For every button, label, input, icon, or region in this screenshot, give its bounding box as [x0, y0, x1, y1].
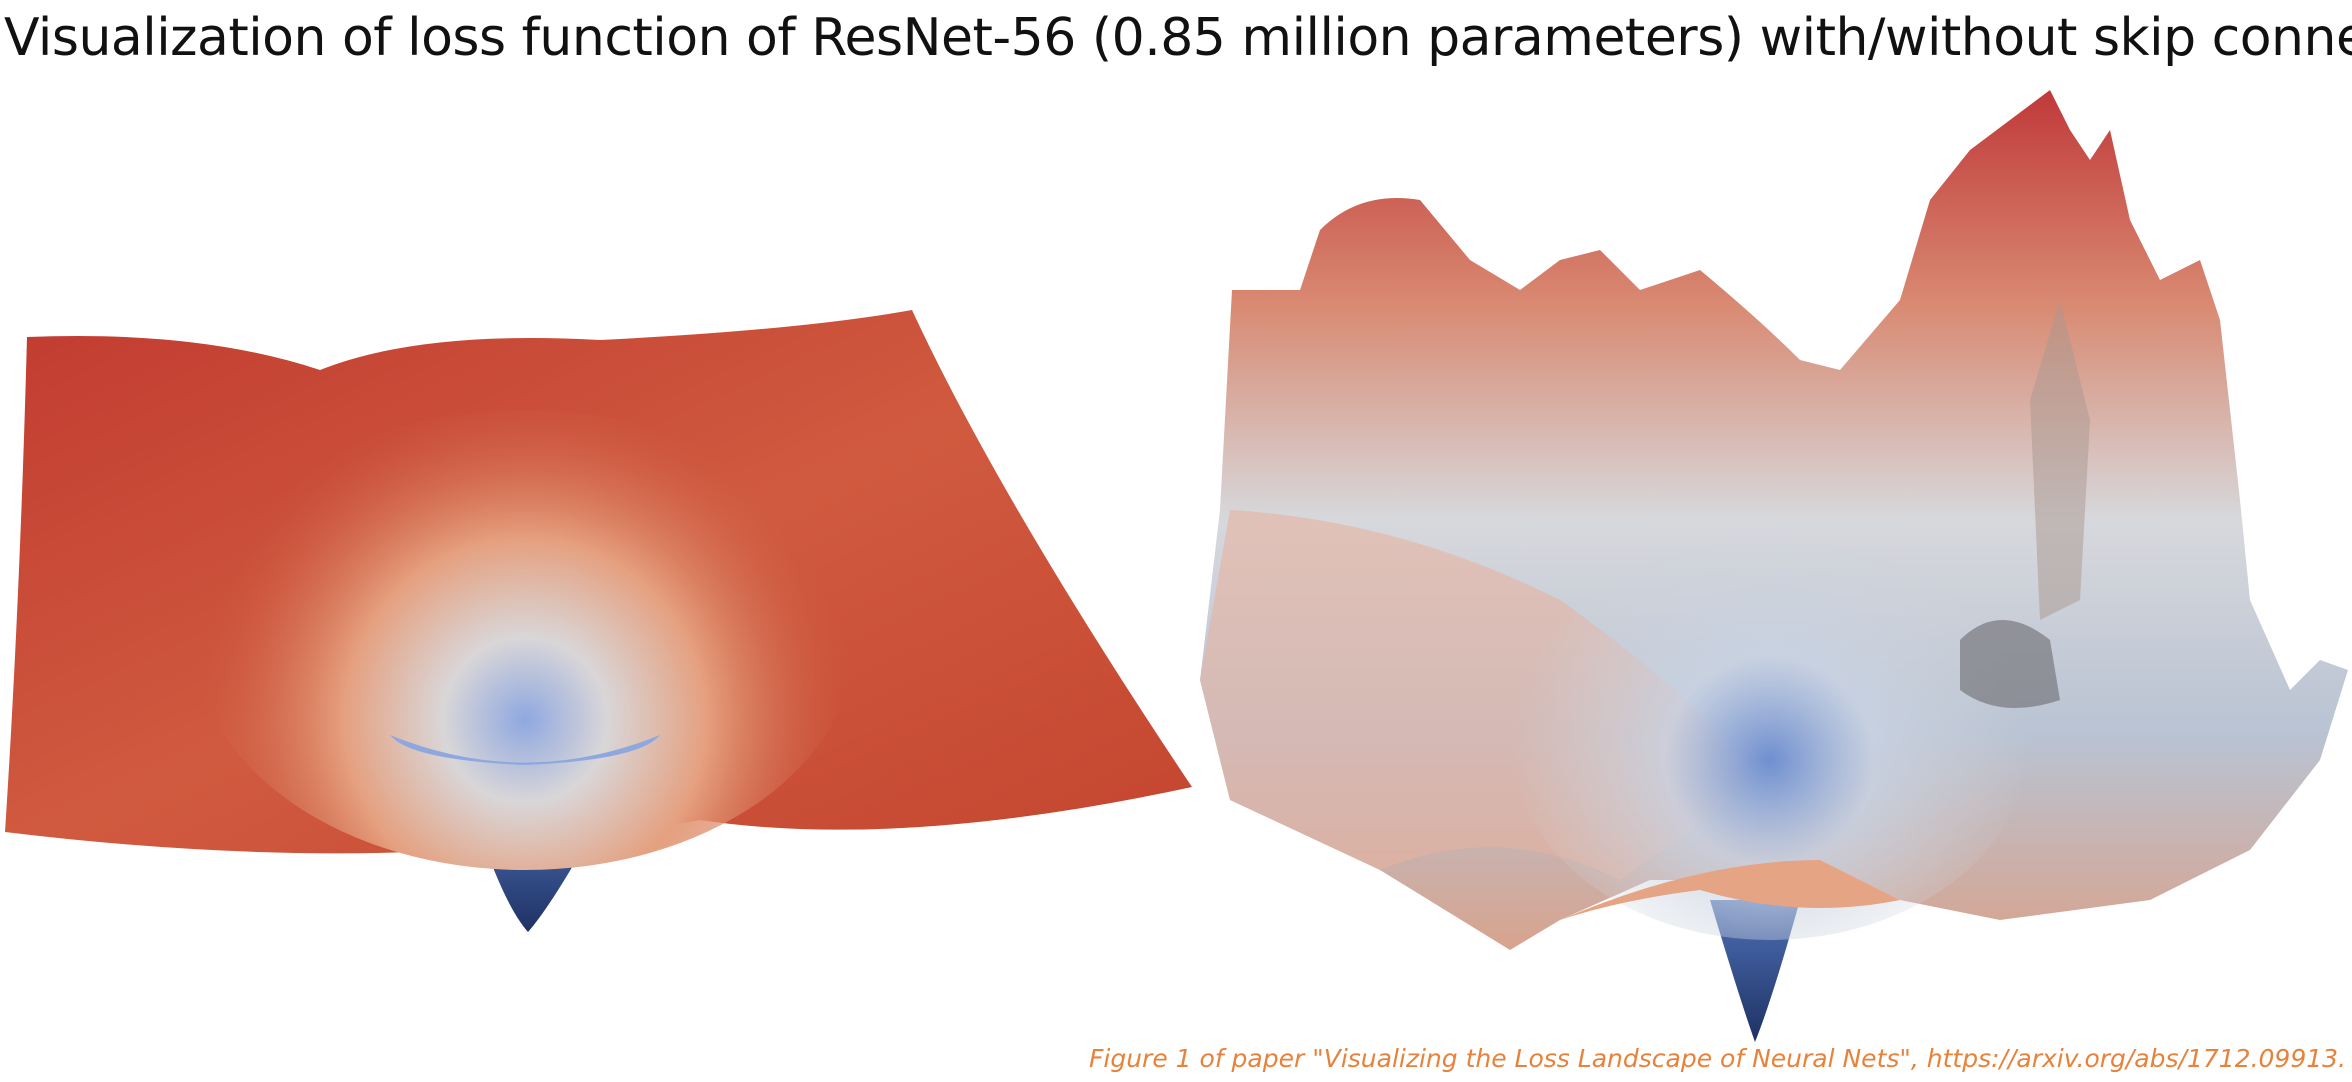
smooth-surface	[5, 310, 1192, 932]
rough-surface	[1200, 90, 2348, 1042]
caption: Figure 1 of paper "Visualizing the Loss …	[1089, 1044, 2346, 1073]
slide-title: Visualization of loss function of ResNet…	[4, 8, 2352, 68]
